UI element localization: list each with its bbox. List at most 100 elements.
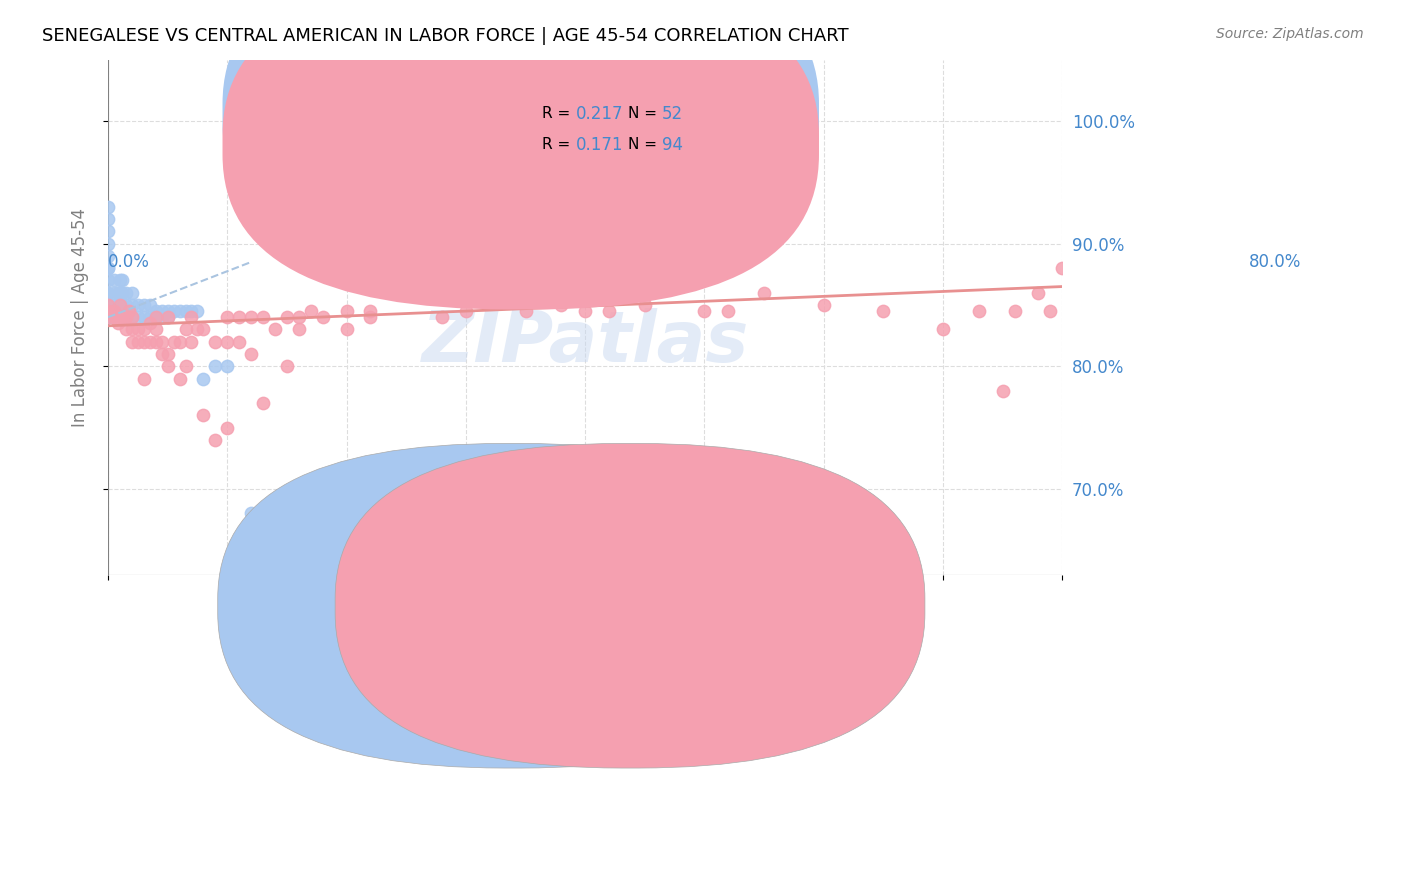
Point	[103, 310, 125, 325]
Point	[156, 359, 179, 374]
Point	[127, 334, 149, 349]
Point	[139, 298, 162, 312]
Point	[97, 261, 120, 276]
Point	[276, 359, 298, 374]
Point	[288, 310, 311, 325]
Point	[127, 298, 149, 312]
Point	[156, 310, 179, 325]
Point	[121, 334, 143, 349]
Point	[180, 334, 202, 349]
Point	[813, 298, 835, 312]
Point	[193, 409, 215, 423]
Point	[139, 317, 162, 331]
Point	[312, 310, 335, 325]
Point	[97, 200, 120, 214]
Point	[752, 285, 775, 300]
Point	[156, 304, 179, 318]
Y-axis label: In Labor Force | Age 45-54: In Labor Force | Age 45-54	[72, 208, 89, 426]
Point	[204, 433, 226, 447]
Point	[115, 310, 138, 325]
Point	[115, 298, 138, 312]
Point	[111, 285, 134, 300]
Point	[228, 310, 250, 325]
Point	[169, 371, 191, 385]
Text: R =: R =	[543, 137, 575, 153]
Text: ZIPatlas: ZIPatlas	[422, 309, 749, 377]
Point	[186, 304, 208, 318]
FancyBboxPatch shape	[218, 443, 807, 768]
Point	[204, 334, 226, 349]
Point	[145, 334, 167, 349]
Point	[162, 334, 184, 349]
Point	[115, 310, 138, 325]
Point	[162, 304, 184, 318]
Point	[115, 285, 138, 300]
Point	[111, 310, 134, 325]
Point	[127, 310, 149, 325]
Point	[228, 334, 250, 349]
Point	[180, 304, 202, 318]
Point	[193, 371, 215, 385]
Point	[132, 322, 155, 336]
Point	[169, 334, 191, 349]
Text: 94: 94	[661, 136, 682, 153]
Point	[180, 310, 202, 325]
Point	[150, 347, 173, 361]
Point	[217, 359, 239, 374]
Point	[111, 273, 134, 287]
Text: 0.0%: 0.0%	[108, 252, 150, 271]
Point	[240, 507, 263, 521]
Point	[108, 273, 131, 287]
Point	[478, 285, 501, 300]
Point	[107, 298, 129, 312]
Point	[217, 420, 239, 434]
Point	[186, 322, 208, 336]
Point	[121, 322, 143, 336]
Text: 0.171: 0.171	[575, 136, 623, 153]
Point	[107, 285, 129, 300]
Point	[264, 322, 287, 336]
Point	[359, 310, 381, 325]
Point	[336, 304, 359, 318]
Point	[240, 347, 263, 361]
Text: 0.217: 0.217	[575, 104, 623, 123]
Point	[97, 285, 120, 300]
Point	[121, 310, 143, 325]
Text: Source: ZipAtlas.com: Source: ZipAtlas.com	[1216, 27, 1364, 41]
Point	[97, 273, 120, 287]
Point	[145, 310, 167, 325]
Point	[108, 310, 131, 325]
Point	[132, 334, 155, 349]
Point	[217, 334, 239, 349]
Text: 52: 52	[661, 104, 683, 123]
Point	[97, 236, 120, 251]
Point	[634, 298, 657, 312]
Point	[103, 304, 125, 318]
Point	[108, 298, 131, 312]
Point	[240, 310, 263, 325]
Point	[991, 384, 1014, 398]
Point	[103, 285, 125, 300]
Point	[103, 273, 125, 287]
Point	[430, 310, 453, 325]
Text: N =: N =	[628, 106, 662, 121]
Point	[103, 310, 125, 325]
Point	[169, 304, 191, 318]
Text: R =: R =	[543, 106, 575, 121]
Point	[121, 310, 143, 325]
Point	[454, 304, 477, 318]
Point	[515, 304, 537, 318]
Point	[145, 310, 167, 325]
Point	[97, 261, 120, 276]
Point	[174, 304, 197, 318]
Point	[127, 322, 149, 336]
Text: N =: N =	[628, 137, 662, 153]
FancyBboxPatch shape	[222, 0, 818, 310]
Point	[103, 298, 125, 312]
Point	[1052, 261, 1074, 276]
Point	[454, 285, 477, 300]
Point	[550, 298, 572, 312]
Point	[932, 322, 955, 336]
Point	[97, 212, 120, 227]
Point	[276, 310, 298, 325]
